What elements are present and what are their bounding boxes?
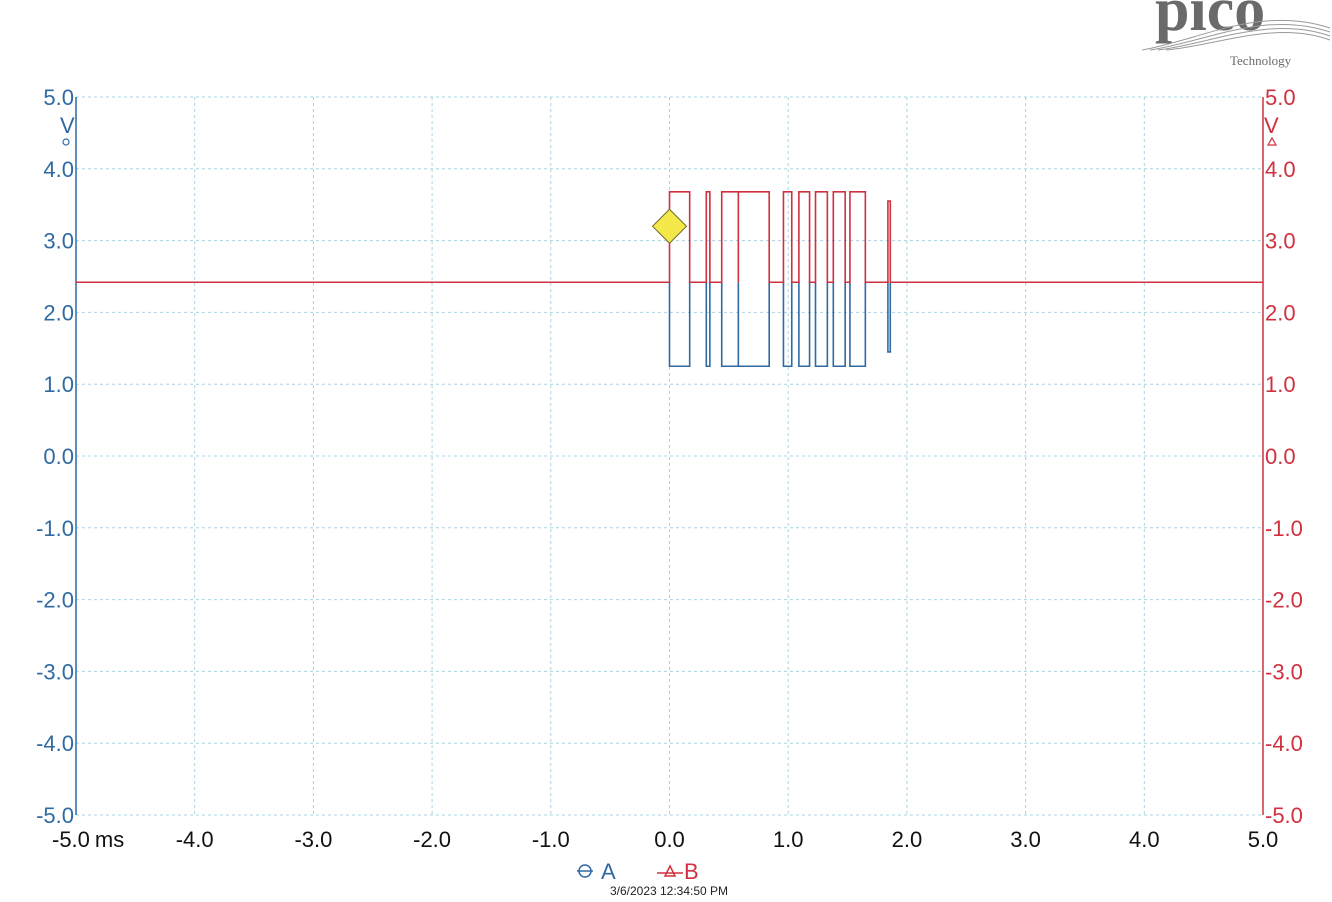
x-tick-label: 3.0 [1010,827,1041,852]
y-tick-label-right: -3.0 [1265,659,1303,684]
triangle-marker-icon [663,864,677,877]
y-tick-label-left: 1.0 [43,372,74,397]
channel-b-unit-marker-icon [1266,136,1278,146]
y-left-unit-label: V [60,113,75,138]
y-tick-label-left: -4.0 [36,731,74,756]
x-tick-label: -3.0 [294,827,332,852]
plot-frame [75,97,1264,815]
y-axis-left: 5.0 4.0 3.0 2.0 1.0 0.0 -1.0 -2.0 -3.0 -4.0 -5.0 [36,85,74,828]
x-tick-label: 4.0 [1129,827,1160,852]
legend: A B [577,859,699,884]
y-right-unit-label: V [1264,113,1279,138]
x-tick-label: -5.0 ms [52,827,124,852]
y-tick-label-left: -5.0 [36,803,74,828]
y-tick-label-left: 0.0 [43,444,74,469]
y-tick-label-right: 2.0 [1265,300,1296,325]
trace-channel-a [76,281,1263,368]
y-tick-label-left: -2.0 [36,588,74,613]
x-tick-label: -1.0 [532,827,570,852]
y-tick-label-right: 5.0 [1265,85,1296,110]
legend-label-b: B [684,859,699,884]
y-tick-label-left: -1.0 [36,516,74,541]
y-tick-label-right: -5.0 [1265,803,1303,828]
y-axis-right: 5.0 4.0 3.0 2.0 1.0 0.0 -1.0 -2.0 -3.0 -4.0 -5.0 [1265,85,1303,828]
y-tick-label-right: -1.0 [1265,516,1303,541]
x-tick-label: 0.0 [654,827,685,852]
trace-layer [76,190,1263,368]
y-tick-label-right: -2.0 [1265,588,1303,613]
y-tick-label-right: 1.0 [1265,372,1296,397]
y-tick-label-left: -3.0 [36,659,74,684]
trigger-marker-icon[interactable] [651,208,688,244]
y-tick-label-left: 2.0 [43,300,74,325]
x-tick-label: 1.0 [773,827,804,852]
x-tick-label: -2.0 [413,827,451,852]
trace-channel-b [76,190,1263,284]
trigger-layer [651,208,688,244]
logo-subtitle: Technology [1230,53,1292,68]
x-axis: -5.0 ms -4.0 -3.0 -2.0 -1.0 0.0 1.0 2.0 3.0 4.0 5.0 [52,827,1278,852]
channel-a-unit-marker-icon [62,138,70,146]
x-unit-label: ms [95,827,124,852]
logo-wordmark: pico [1155,0,1265,44]
y-tick-label-left: 3.0 [43,229,74,254]
y-tick-label-right: 0.0 [1265,444,1296,469]
capture-timestamp: 3/6/2023 12:34:50 PM [610,884,728,898]
x-tick-label: 2.0 [892,827,923,852]
legend-item-b[interactable]: B [657,859,699,884]
x-tick-label: -4.0 [176,827,214,852]
y-tick-label-left: 5.0 [43,85,74,110]
logo-wave-icon [1141,19,1331,51]
y-tick-label-right: 3.0 [1265,229,1296,254]
legend-label-a: A [601,859,616,884]
x-tick-label: 5.0 [1248,827,1279,852]
y-tick-label-right: -4.0 [1265,731,1303,756]
y-tick-label-right: 4.0 [1265,157,1296,182]
legend-item-a[interactable]: A [577,859,616,884]
pico-logo: pico Technology [1141,0,1331,68]
y-tick-label-left: 4.0 [43,157,74,182]
